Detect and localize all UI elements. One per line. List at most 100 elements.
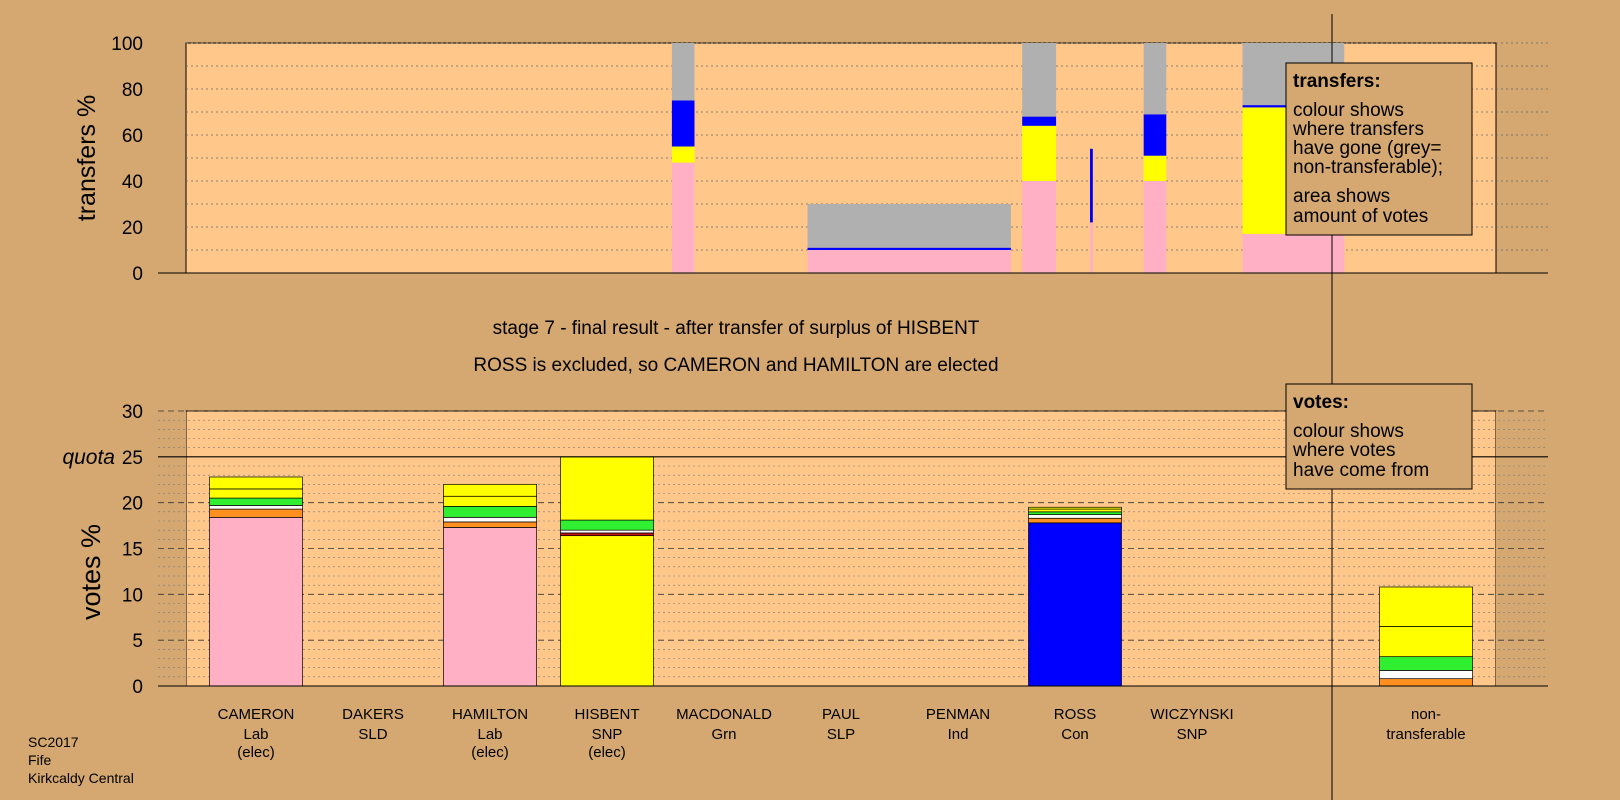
footer-line: Fife — [28, 752, 52, 768]
candidate-party: SLD — [358, 726, 387, 743]
transfers-tick-label: 40 — [122, 172, 143, 193]
candidate-status: (elec) — [237, 744, 275, 761]
candidate-name: DAKERS — [342, 706, 404, 723]
transfers-legend-line: where transfers — [1292, 119, 1424, 140]
transfers-legend-line: area shows — [1293, 186, 1390, 207]
candidate-name: HISBENT — [574, 706, 639, 723]
transfer-segment-lab — [807, 250, 1011, 273]
candidate-party: Lab — [243, 726, 268, 743]
candidate-party: Ind — [948, 726, 969, 743]
transfers-ylabel: transfers % — [73, 95, 101, 221]
votes-tick-label: 25 — [122, 448, 143, 469]
votes-tick-label: 10 — [122, 585, 143, 606]
candidate-name: PAUL — [822, 706, 860, 723]
vote-segment-ind — [1028, 514, 1122, 519]
transfers-tick-label: 60 — [122, 126, 143, 147]
transfers-tick-label: 0 — [132, 264, 143, 285]
vote-segment-grn — [1379, 656, 1473, 671]
vote-segment-con — [1028, 522, 1122, 687]
transfer-segment-nontransferable — [807, 204, 1011, 248]
vote-segment-sld — [443, 521, 537, 528]
transfers-legend-line: amount of votes — [1293, 206, 1428, 227]
nontransferable-label: non- — [1411, 706, 1441, 723]
footer-line: Kirkcaldy Central — [28, 770, 134, 786]
votes-legend-line: colour shows — [1293, 421, 1404, 442]
vote-segment-grn — [443, 505, 537, 518]
transfers-legend: transfers: colour shows where transfers … — [1285, 62, 1473, 236]
votes-legend-title: votes: — [1293, 392, 1349, 413]
candidate-name: MACDONALD — [676, 706, 772, 723]
candidate-status: (elec) — [471, 744, 509, 761]
votes-legend-box — [1285, 383, 1473, 490]
transfer-segment-nontransferable — [671, 43, 695, 101]
transfer-segment-con — [807, 247, 1011, 250]
transfer-segment-lab — [1022, 181, 1057, 273]
stage-title: stage 7 - final result - after transfer … — [493, 318, 980, 339]
transfer-segment-con — [671, 100, 695, 147]
candidate-party: SNP — [1177, 726, 1208, 743]
quota-label: quota — [62, 446, 115, 469]
votes-tick-label: 20 — [122, 494, 143, 515]
transfer-segment-lab — [1242, 233, 1345, 273]
candidate-name: CAMERON — [218, 706, 295, 723]
votes-bars — [209, 456, 1473, 687]
transfer-segment-con — [1022, 116, 1057, 126]
transfers-legend-line: colour shows — [1293, 100, 1404, 121]
footer-line: SC2017 — [28, 734, 79, 750]
nontransferable-label: transferable — [1386, 726, 1465, 743]
transfer-segment-lab — [1090, 222, 1093, 273]
transfers-legend-line: non-transferable); — [1293, 157, 1443, 178]
vote-segment-grn — [1028, 511, 1122, 515]
transfers-tick-label: 80 — [122, 80, 143, 101]
transfers-legend-title: transfers: — [1293, 71, 1381, 92]
votes-ylabel: votes % — [76, 524, 106, 620]
vote-segment-ind — [209, 505, 303, 510]
votes-legend-line: have come from — [1293, 460, 1429, 481]
candidate-name: HAMILTON — [452, 706, 528, 723]
transfer-segment-snp — [1022, 125, 1057, 181]
candidate-name: WICZYNSKI — [1150, 706, 1233, 723]
vote-segment-snp — [209, 476, 303, 490]
vote-segment-grn — [209, 497, 303, 506]
candidate-party: SNP — [592, 726, 623, 743]
candidate-status: (elec) — [588, 744, 626, 761]
vote-segment-snp — [209, 488, 303, 499]
vote-segment-snp — [443, 495, 537, 507]
candidate-party: SLP — [827, 726, 855, 743]
votes-tick-label: 5 — [132, 631, 143, 652]
vote-segment-lab — [443, 527, 537, 687]
votes-legend-line: where votes — [1292, 440, 1395, 461]
candidate-party: Con — [1061, 726, 1089, 743]
candidate-labels: CAMERONLab(elec)DAKERSSLDHAMILTONLab(ele… — [218, 706, 1466, 761]
transfer-segment-nontransferable — [1143, 43, 1167, 115]
candidate-party: Grn — [711, 726, 736, 743]
vote-segment-snp — [443, 483, 537, 497]
vote-segment-ind — [443, 516, 537, 523]
transfer-segment-snp — [671, 146, 695, 163]
vote-segment-snp — [1379, 586, 1473, 627]
transfers-legend-line: have gone (grey= — [1293, 138, 1441, 159]
transfer-segment-con — [1143, 114, 1167, 156]
vote-segment-sld — [209, 508, 303, 518]
vote-segment-snp — [1028, 506, 1122, 510]
vote-segment-slp — [560, 532, 654, 537]
candidate-name: PENMAN — [926, 706, 990, 723]
vote-segment-snp — [560, 535, 654, 687]
vote-segment-sld — [1028, 517, 1122, 524]
vote-segment-sld — [1379, 678, 1473, 687]
votes-grid — [158, 410, 1548, 678]
transfer-segment-con — [1090, 148, 1093, 223]
vote-segment-snp — [560, 456, 654, 521]
vote-segment-ind — [560, 529, 654, 534]
votes-tick-label: 30 — [122, 402, 143, 423]
vote-segment-snp — [1379, 626, 1473, 658]
stage-result: ROSS is excluded, so CAMERON and HAMILTO… — [473, 355, 998, 376]
transfers-legend-box — [1285, 62, 1473, 236]
transfer-segment-snp — [1143, 155, 1167, 181]
vote-segment-snp — [1028, 508, 1122, 513]
transfer-segment-lab — [1143, 181, 1167, 273]
transfers-tick-labels: 0 20 40 60 80 100 — [111, 34, 143, 285]
vote-segment-grn — [560, 519, 654, 531]
candidate-party: Lab — [477, 726, 502, 743]
